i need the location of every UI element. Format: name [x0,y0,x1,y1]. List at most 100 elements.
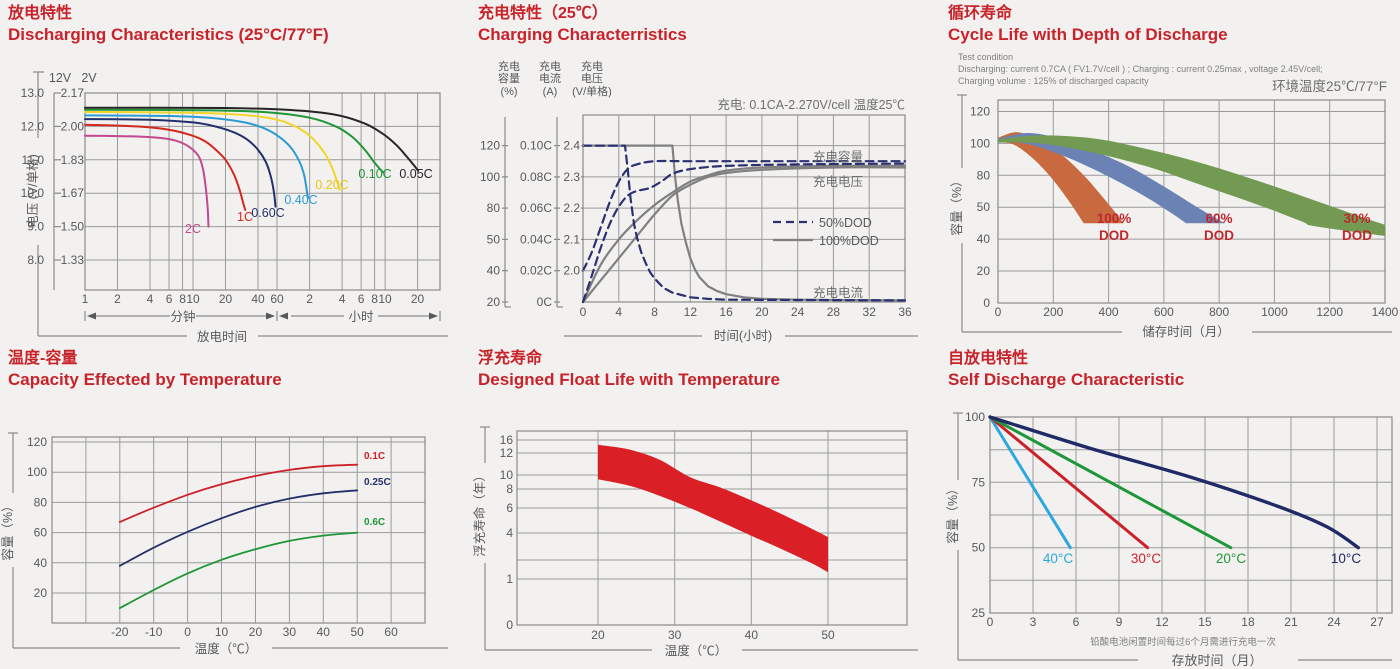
plot-frame [51,436,426,624]
label: (A) [543,86,558,98]
chart-title-en: Charging Characterristics [478,25,687,44]
cyclelife-chart-canvas: 0 200 400 600 800 1000 1200 1400120100805040200… [949,52,1399,339]
y-tick-label: 8.0 [27,253,44,267]
selfdischarge-chart-canvas: 0 3 6 9 12 15 18 21 24 27 100 75 50 25 容量（%） 40°C 30°C 20… [945,410,1393,668]
arrowhead-icon [266,312,275,320]
label: 30°C [1131,551,1161,566]
x-tick-label: 3 [1030,615,1037,629]
y-tick-label: 1.83 [61,153,85,167]
label: 60% [1205,211,1232,226]
series-20C [988,415,1233,550]
label: 0.6C [364,517,385,528]
x-tick-label: -20 [111,625,129,639]
plot-frame [997,99,1386,304]
plot-frame [516,430,908,626]
band-30pct-dod [998,135,1385,236]
y-tick-label: 80 [34,495,48,509]
label: 温度（℃） [665,643,728,658]
x-tick-label: 0 [580,305,587,319]
y-tick-label: 9.0 [27,220,44,234]
label: 100% [1097,211,1132,226]
y-tick-label: 8 [506,482,513,496]
x-tick-label: 8 [371,292,378,306]
x-tick-label: 50 [351,625,365,639]
y-tick-label: 40 [34,556,48,570]
label: 充电 [539,59,561,73]
label: 0.05C [399,167,432,181]
label: 充电 [581,59,603,73]
plot-frame [84,92,441,291]
label: 温度（℃） [195,641,258,656]
label: 容量（%） [949,174,964,235]
y-tick-label: 2.0 [563,264,580,278]
y-tick-label: 12.0 [21,119,45,133]
label: 0.40C [284,193,317,207]
series-charge-voltage-50dod [581,159,907,272]
y-tick-label: 13.0 [21,86,45,100]
label: 0.60C [251,206,284,220]
y-tick-label: 2.2 [563,201,580,215]
x-tick-label: 800 [1209,305,1229,319]
y-tick-label: 40 [487,264,501,278]
y-tick-label: 120 [970,105,990,119]
y-tick-label: 50 [977,200,991,214]
axis-furniture [953,412,1392,661]
series [118,463,359,609]
y-tick-label: 120 [480,139,500,153]
label: 电压 (V/单格) [25,154,40,228]
series-30C [988,415,1150,550]
y-tick-label: 11.0 [22,153,45,167]
label: 0.25C [364,477,391,488]
arrowhead-icon [429,312,438,320]
label: 100%DOD [819,234,879,248]
chart-title-cn: 自放电特性 [948,350,1029,367]
axis-ticks-and-labels: 0 3 6 9 12 15 18 21 24 27 100 75 50 25 容量（%） 40°C 30°C 20… [945,410,1384,668]
chart-header: 放电特性 Discharging Characteristics (25°C/7… [8,4,329,45]
x-tick-label: 4 [339,292,346,306]
y-tick-label: 0.08C [520,170,552,184]
chart-title-cn: 浮充寿命 [478,350,543,367]
series-1C [84,123,247,211]
series-0.60C [84,118,277,208]
series-charge-current-50dod [581,144,907,302]
axis-furniture [8,432,448,649]
y-tick-label: 0 [983,296,990,310]
y-tick-label: 2.00 [61,119,85,133]
series-0.40C [84,114,309,200]
chart-header: 充电特性（25℃） Charging Characterristics [478,4,687,45]
label: (%) [500,86,517,98]
x-tick-label: 4 [615,305,622,319]
y-tick-label: 75 [972,475,986,489]
series-charge-voltage-100dod [581,164,907,304]
x-tick-label: 60 [270,292,284,306]
label: 充电: 0.1CA-2.270V/cell 温度25℃ [717,97,905,112]
x-tick-label: 27 [1370,615,1384,629]
chart-title-cn: 温度-容量 [8,350,78,367]
y-tick-label: 1.50 [61,220,85,234]
series-2C [84,134,210,228]
chart-card-cyclelife: 0 200 400 600 800 1000 1200 1400 120 100 80 50 40 20 0… [940,0,1400,345]
series-charge-current-100dod [581,144,907,302]
series-0.10C [84,108,385,174]
axis-ticks-and-labels: 1 2 4 6 8 10 20 40 60 2 4 6 8 10 2013.012.011.010.09.0… [21,71,433,344]
discharging-chart-canvas: 1 2 4 6 8 10 20 40 60 2 4 6 8 10 2013.012.011.010.09.0… [21,71,448,344]
y-tick-label: 100 [970,136,990,150]
label: DOD [1342,228,1372,243]
y-tick-label: 80 [977,168,991,182]
y-tick-label: 20 [487,295,501,309]
grid [84,93,440,290]
x-tick-label: 24 [791,305,805,319]
x-tick-label: 1200 [1316,305,1343,319]
x-tick-label: 12 [684,305,698,319]
label: Charging volume : 125% of discharged cap… [958,76,1149,86]
axis-ticks-and-labels: -20 -10 0 10 20 30 40 50 60 120 100 80 60 40 20 容量（%） 温度… [0,435,398,656]
x-tick-label: 30 [283,625,297,639]
label: 40°C [1043,551,1073,566]
x-tick-label: 9 [1116,615,1123,629]
label: 充电 [498,59,520,73]
chart-header: 循环寿命 Cycle Life with Depth of Discharge [948,4,1228,45]
label: 电压 [581,72,603,85]
label: 浮充寿命（年） [472,469,487,557]
x-tick-label: 28 [827,305,841,319]
